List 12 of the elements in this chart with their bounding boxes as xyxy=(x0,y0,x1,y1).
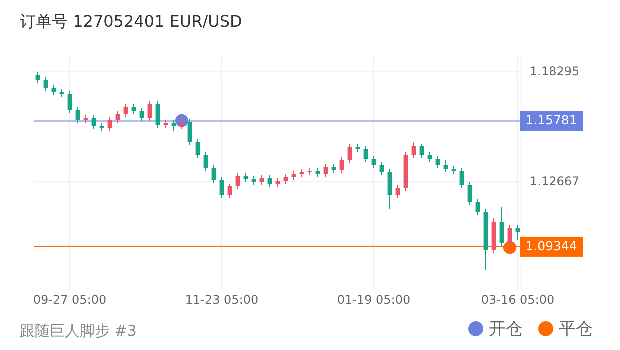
x-tick-label: 11-23 05:00 xyxy=(185,293,259,307)
legend-label: 平仓 xyxy=(559,320,593,340)
ref-line-label: 1.09344 xyxy=(526,238,578,254)
y-tick-label: 1.18295 xyxy=(530,64,580,78)
chart-title: 订单号 127052401 EUR/USD xyxy=(20,12,242,31)
x-tick-label: 01-19 05:00 xyxy=(337,293,411,307)
x-tick-label: 03-16 05:00 xyxy=(481,293,555,307)
ref-line-label: 1.15781 xyxy=(526,112,578,128)
x-tick-label: 09-27 05:00 xyxy=(33,293,107,307)
y-tick-label: 1.12667 xyxy=(530,174,580,188)
legend-label: 开仓 xyxy=(489,320,523,340)
text: 跟随巨人脚步 #3 xyxy=(20,322,137,340)
